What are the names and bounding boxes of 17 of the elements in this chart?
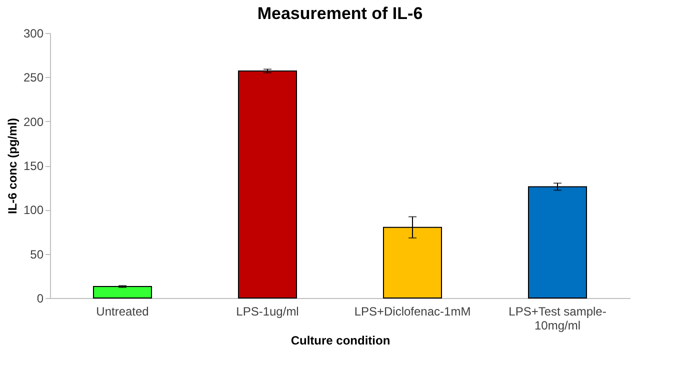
x-tick-label: LPS+Test sample-10mg/ml xyxy=(508,304,606,332)
x-axis-title: Culture condition xyxy=(290,334,390,348)
x-tick-label: LPS-1ug/ml xyxy=(236,304,299,318)
y-axis-title: IL-6 conc (pg/ml) xyxy=(5,118,20,214)
bar xyxy=(238,70,297,298)
y-tick-label: 250 xyxy=(23,70,44,85)
y-tick-label: 0 xyxy=(36,292,44,306)
x-tick-label: LPS+Diclofenac-1mM xyxy=(354,304,471,318)
y-tick-label: 100 xyxy=(23,203,44,218)
y-tick-label: 150 xyxy=(23,159,44,173)
bar xyxy=(528,186,587,298)
bar xyxy=(93,286,152,298)
y-tick-label: 50 xyxy=(30,247,44,262)
y-tick-label: 200 xyxy=(23,114,44,129)
y-tick-label: 300 xyxy=(23,26,44,40)
chart-title: Measurement of IL-6 xyxy=(257,4,423,23)
x-tick-label: Untreated xyxy=(96,304,149,318)
